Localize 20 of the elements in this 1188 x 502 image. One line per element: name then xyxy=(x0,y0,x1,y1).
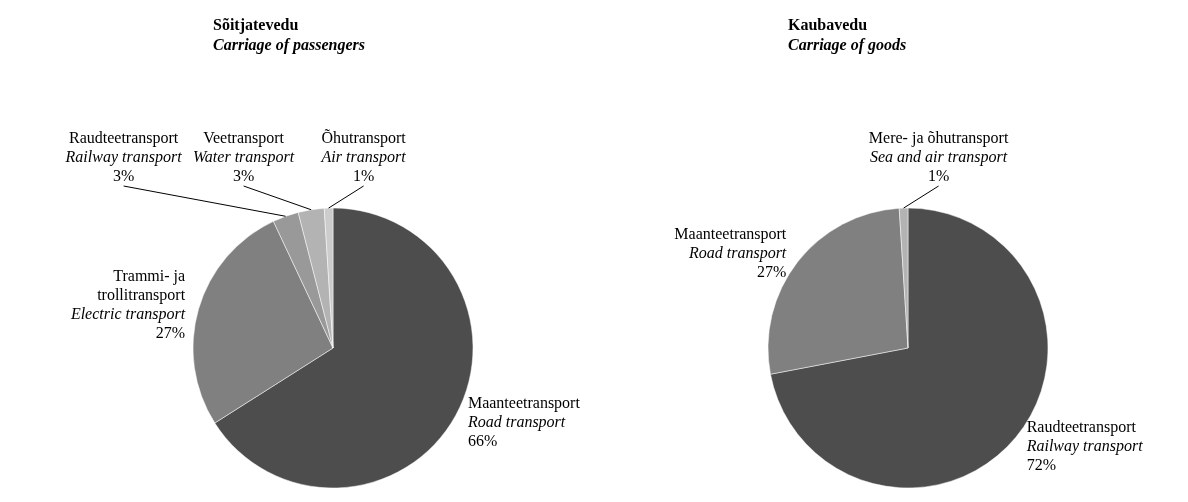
slice-label: Maanteetransport Road transport xyxy=(674,225,787,263)
slice-label: Maanteetransport Road transport xyxy=(466,393,581,431)
slice-label: Mere- ja õhutransport Sea and air transport xyxy=(868,129,1009,166)
chart-title: Sõitjatevedu xyxy=(213,16,299,34)
slice-label: Raudteetransport Railway transport xyxy=(64,129,183,166)
slice-label: Õhutransport Air transport xyxy=(320,129,407,166)
chart-subtitle: Carriage of passengers xyxy=(213,36,366,54)
chart-subtitle: Carriage of goods xyxy=(788,36,907,54)
data-label: 27% xyxy=(756,263,787,281)
data-label: 1% xyxy=(352,167,375,184)
slice-label: Trammi- ja trollitransport Electric transport xyxy=(69,267,186,324)
data-label: 3% xyxy=(232,167,255,184)
data-label: 3% xyxy=(112,167,135,184)
data-label: 72% xyxy=(1026,455,1056,473)
slice-label: Veetransport Water transport xyxy=(193,129,295,166)
slice-label: Raudteetransport Railway transport xyxy=(1025,417,1144,455)
data-label: 1% xyxy=(927,167,950,184)
data-label: 27% xyxy=(155,324,186,342)
chart-title: Kaubavedu xyxy=(788,16,868,33)
data-label: 66% xyxy=(467,431,498,449)
